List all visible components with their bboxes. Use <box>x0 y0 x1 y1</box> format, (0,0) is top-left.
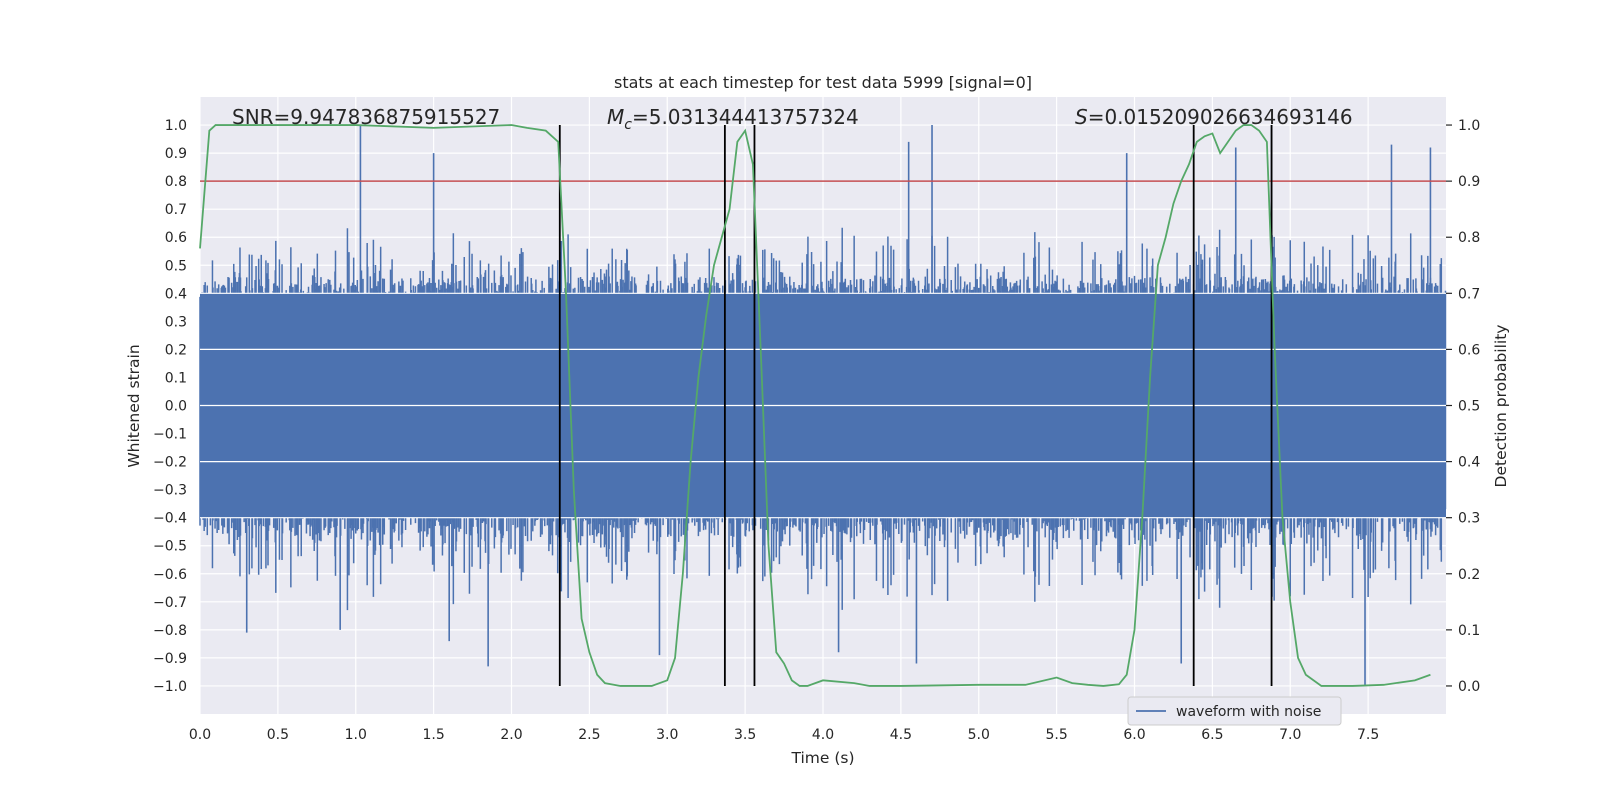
y-left-tick-label: 0.0 <box>165 399 187 415</box>
y-right-tick-label: 0.0 <box>1458 679 1480 695</box>
y-left-tick-label: −0.6 <box>153 567 187 583</box>
y-left-tick-label: 0.8 <box>165 174 187 190</box>
y-right-tick-label: 0.2 <box>1458 567 1480 583</box>
y-left-tick-label: −0.9 <box>153 651 187 667</box>
y-left-tick-label: −0.7 <box>153 595 187 611</box>
y-right-tick-label: 0.6 <box>1458 342 1480 358</box>
s-annotation: S=0.015209026634693146 <box>1075 105 1353 129</box>
y-right-tick-label: 0.3 <box>1458 511 1480 527</box>
x-tick-labels: 0.0 0.5 1.0 1.5 2.0 2.5 3.0 3.5 4.0 4.5 5.0 5.5 6.0 6… <box>189 727 1379 743</box>
y-left-tick-label: −0.2 <box>153 455 187 471</box>
s-value: =0.015209026634693146 <box>1088 105 1353 129</box>
y-left-tick-labels: 1.0 0.9 0.8 0.7 0.6 0.5 0.4 0.3 0.2 0.1 0.0 −0.1 −0.… <box>153 118 187 695</box>
x-tick-label: 1.5 <box>422 727 444 743</box>
x-tick-label: 2.0 <box>500 727 522 743</box>
y-left-tick-label: −1.0 <box>153 679 187 695</box>
y-right-tick-label: 0.9 <box>1458 174 1480 190</box>
x-tick-label: 4.0 <box>812 727 834 743</box>
y-right-tick-label: 0.5 <box>1458 399 1480 415</box>
x-tick-label: 7.5 <box>1357 727 1379 743</box>
x-axis-label: Time (s) <box>790 749 854 767</box>
waveform-series <box>199 125 1447 686</box>
y-left-tick-label: 0.2 <box>165 342 187 358</box>
y-right-tick-label: 0.7 <box>1458 286 1480 302</box>
y-left-tick-label: 0.9 <box>165 146 187 162</box>
x-tick-label: 1.0 <box>345 727 367 743</box>
y-left-tick-label: −0.8 <box>153 623 187 639</box>
x-tick-label: 2.5 <box>578 727 600 743</box>
y-right-tick-label: 0.1 <box>1458 623 1480 639</box>
y-left-tick-label: 0.1 <box>165 370 187 386</box>
x-tick-label: 3.0 <box>656 727 678 743</box>
y-left-tick-label: 0.4 <box>165 286 187 302</box>
y-left-tick-label: 0.7 <box>165 202 187 218</box>
x-tick-label: 6.0 <box>1123 727 1145 743</box>
x-tick-label: 5.5 <box>1045 727 1067 743</box>
x-tick-label: 7.0 <box>1279 727 1301 743</box>
y-right-tick-label: 1.0 <box>1458 118 1480 134</box>
y-left-tick-label: 1.0 <box>165 118 187 134</box>
chirp-mass-subscript: c <box>624 117 632 133</box>
snr-annotation: SNR=9.947836875915527 <box>232 105 500 129</box>
y-right-tick-label: 0.4 <box>1458 455 1480 471</box>
legend: waveform with noise <box>1127 696 1342 726</box>
x-tick-label: 0.5 <box>267 727 289 743</box>
y-right-tick-label: 0.8 <box>1458 230 1480 246</box>
chirp-mass-symbol: M <box>607 105 624 129</box>
x-tick-label: 4.5 <box>890 727 912 743</box>
chirp-mass-value: =5.031344413757324 <box>632 105 859 129</box>
y-axis-label-right: Detection probability <box>1492 325 1510 488</box>
x-tick-label: 3.5 <box>734 727 756 743</box>
legend-entry-waveform: waveform with noise <box>1176 704 1321 720</box>
x-tick-label: 5.0 <box>968 727 990 743</box>
y-axis-label-left: Whitened strain <box>125 344 143 467</box>
y-left-tick-label: 0.6 <box>165 230 187 246</box>
y-left-tick-label: −0.4 <box>153 511 187 527</box>
probability-line <box>199 124 1431 687</box>
y-left-tick-label: 0.3 <box>165 314 187 330</box>
y-left-tick-label: −0.1 <box>153 427 187 443</box>
chart-title: stats at each timestep for test data 599… <box>614 73 1032 92</box>
x-tick-label: 6.5 <box>1201 727 1223 743</box>
x-tick-label: 0.0 <box>189 727 211 743</box>
y-left-tick-label: 0.5 <box>165 258 187 274</box>
s-symbol: S <box>1075 105 1088 129</box>
chirp-mass-annotation: Mc=5.031344413757324 <box>607 105 859 133</box>
y-left-tick-label: −0.3 <box>153 483 187 499</box>
legend-box <box>1127 696 1342 726</box>
y-right-tick-labels: 1.0 0.9 0.8 0.7 0.6 0.5 0.4 0.3 0.2 0.1 0.0 <box>1446 118 1480 695</box>
probability-series <box>199 124 1431 687</box>
y-left-tick-label: −0.5 <box>153 539 187 555</box>
